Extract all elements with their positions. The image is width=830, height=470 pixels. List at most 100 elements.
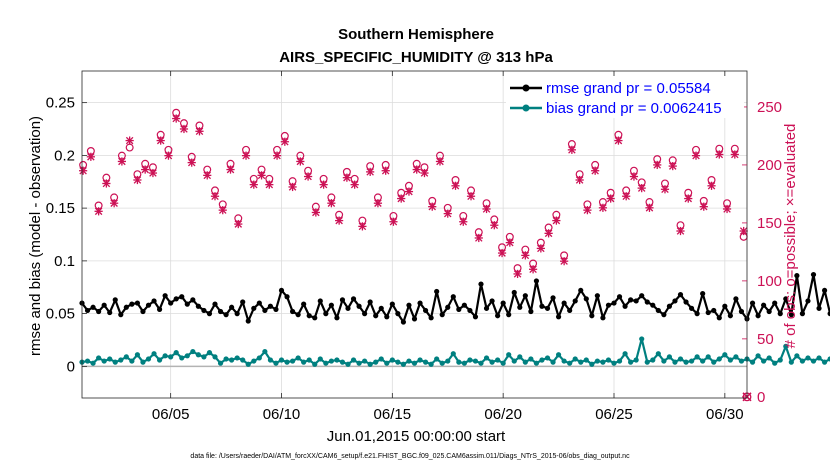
bias-point	[511, 358, 517, 364]
rmse-point	[267, 303, 274, 309]
rmse-point	[805, 298, 811, 304]
obs-evaluated-point	[94, 207, 103, 216]
rmse-point	[389, 301, 395, 307]
bias-point	[129, 358, 135, 364]
bias-point	[168, 354, 174, 360]
rmse-point	[677, 292, 684, 298]
y-right-tick-label: 250	[757, 99, 782, 116]
legend-rmse-marker	[522, 84, 530, 92]
rmse-point	[112, 297, 118, 303]
rmse-point	[489, 298, 495, 304]
rmse-point	[755, 313, 761, 319]
rmse-point	[206, 311, 213, 317]
bias-point	[400, 361, 407, 367]
bias-point	[761, 358, 767, 364]
rmse-point	[439, 312, 445, 318]
rmse-point	[472, 314, 479, 320]
y-tick-label: 0.05	[46, 306, 75, 323]
bias-point	[827, 356, 830, 362]
bias-point	[417, 357, 423, 363]
y-axis-label-right: # of obs: o=possible; ×=evaluated	[782, 124, 799, 349]
bias-point	[190, 348, 196, 355]
bias-point	[289, 358, 296, 364]
obs-evaluated-point	[412, 165, 421, 174]
bias-point	[345, 361, 351, 367]
bias-point	[677, 356, 684, 362]
rmse-point	[655, 307, 661, 314]
bias-point	[533, 360, 540, 366]
bias-point	[783, 343, 789, 349]
rmse-point	[339, 297, 346, 303]
obs-evaluated-point	[505, 238, 514, 247]
rmse-point	[195, 303, 201, 309]
legend-rmse-label: rmse grand pr = 0.05584	[546, 80, 711, 97]
bias-point	[118, 357, 124, 363]
bias-point	[145, 356, 152, 362]
rmse-point	[788, 312, 794, 318]
legend: rmse grand pr = 0.05584 bias grand pr = …	[506, 76, 744, 118]
rmse-point	[644, 299, 650, 305]
bias-point	[749, 359, 756, 365]
bias-point	[722, 352, 728, 358]
obs-evaluated-point	[567, 145, 576, 154]
rmse-point	[461, 302, 467, 308]
obs-evaluated-point	[195, 127, 204, 136]
rmse-point	[190, 297, 196, 303]
bias-point	[661, 358, 667, 364]
obs-evaluated-point	[389, 217, 398, 226]
rmse-point	[749, 300, 756, 306]
bias-point	[672, 359, 678, 365]
rmse-point	[539, 303, 545, 309]
bias-point	[350, 357, 357, 363]
bias-point	[323, 360, 329, 366]
bias-point	[666, 354, 673, 360]
bias-point	[805, 355, 811, 361]
bias-point	[267, 357, 274, 363]
bias-point	[589, 361, 595, 367]
rmse-point	[544, 305, 551, 311]
rmse-point	[639, 293, 645, 299]
bias-point	[506, 352, 512, 358]
bias-point	[90, 360, 96, 366]
bias-point	[123, 354, 129, 360]
bias-point	[389, 357, 395, 363]
obs-evaluated-point	[684, 194, 693, 203]
bias-point	[600, 359, 606, 365]
bias-point	[616, 358, 623, 364]
rmse-point	[738, 308, 745, 315]
obs-evaluated-point	[381, 166, 390, 175]
bias-point	[317, 356, 323, 362]
rmse-point	[605, 302, 612, 308]
rmse-point	[783, 296, 789, 302]
rmse-point	[312, 315, 318, 321]
obs-evaluated-point	[622, 192, 631, 201]
bias-point	[384, 360, 390, 366]
bias-point	[788, 359, 794, 365]
obs-evaluated-point	[676, 226, 685, 236]
obs-evaluated-point	[575, 175, 584, 185]
bias-point	[472, 358, 479, 364]
obs-evaluated-point	[466, 192, 476, 201]
bias-point	[755, 353, 761, 359]
bias-point	[450, 351, 456, 357]
bias-point	[622, 351, 628, 357]
obs-evaluated-point	[358, 222, 367, 231]
rmse-point	[522, 293, 528, 299]
rmse-point	[467, 307, 473, 314]
bias-point	[772, 360, 778, 366]
bias-point	[733, 354, 739, 360]
bias-point	[206, 350, 213, 356]
x-tick-label: 06/30	[706, 406, 744, 423]
rmse-point	[273, 306, 279, 312]
rmse-point	[378, 305, 384, 311]
obs-evaluated-point	[156, 136, 165, 145]
rmse-point	[572, 298, 578, 304]
bias-point	[140, 359, 146, 365]
rmse-point	[367, 299, 373, 305]
rmse-point	[251, 305, 257, 311]
y-right-tick-label: 100	[757, 273, 782, 290]
bias-point	[650, 357, 656, 363]
rmse-point	[483, 305, 490, 311]
obs-evaluated-point	[102, 179, 111, 188]
bias-point	[422, 359, 429, 365]
